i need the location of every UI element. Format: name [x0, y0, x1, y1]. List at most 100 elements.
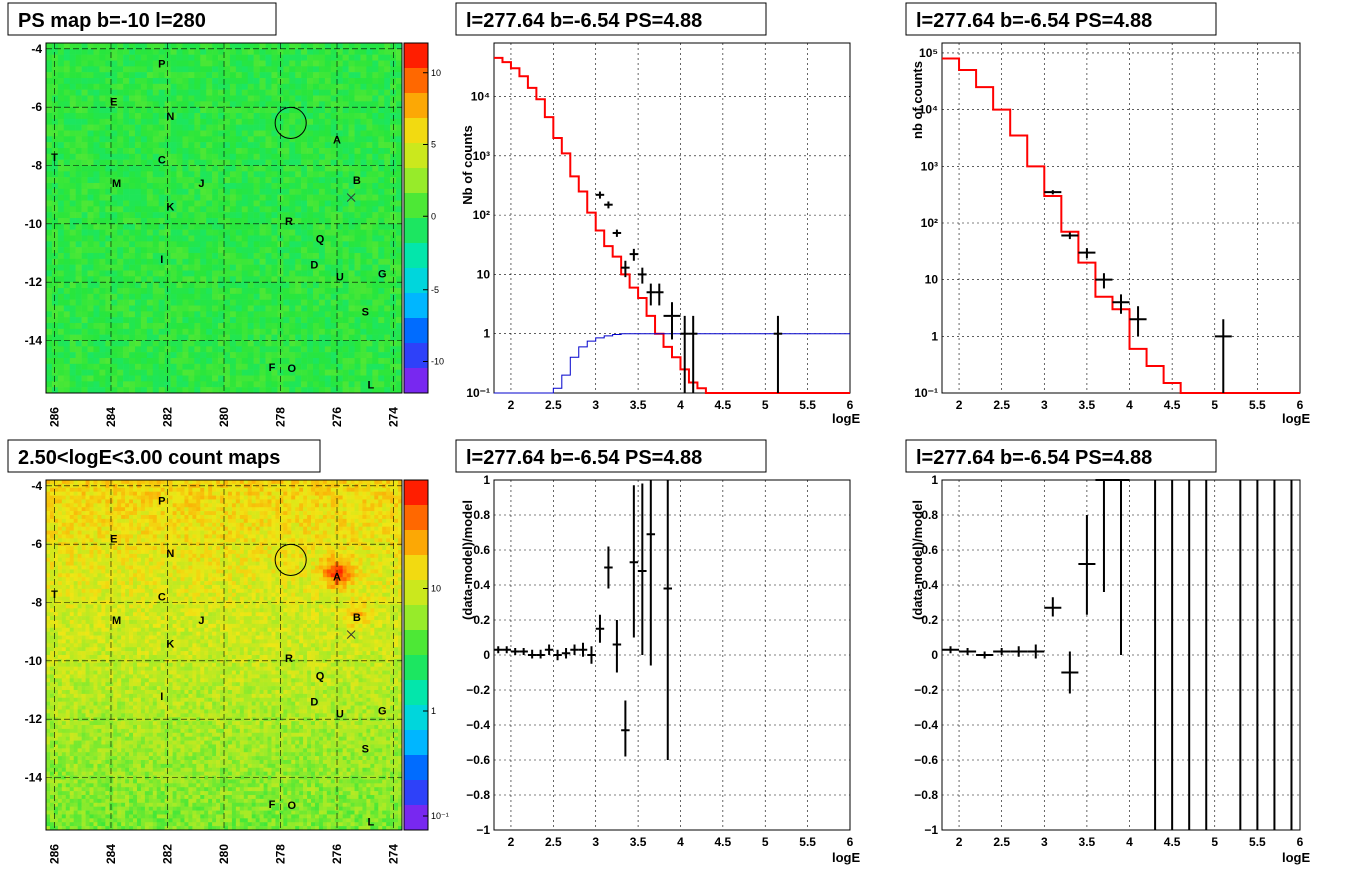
map_ps-pixel	[63, 43, 71, 50]
map_ps-pixel	[235, 258, 243, 265]
map_ps-pixel	[247, 142, 254, 149]
map_counts-pixel	[279, 499, 284, 504]
map_ps-pixel	[212, 328, 219, 335]
map_ps-pixel	[46, 387, 53, 394]
map_ps-pixel	[235, 241, 243, 248]
map_ps-pixel	[354, 352, 361, 359]
map_ps-pixel	[87, 235, 94, 242]
map_ps-pixel	[307, 253, 314, 260]
map_counts-pixel	[220, 515, 225, 520]
map_ps-pixel	[224, 369, 231, 376]
map_ps-pixel	[188, 89, 195, 96]
map_ps-pixel	[318, 148, 326, 155]
map_ps-pixel	[111, 113, 118, 120]
map_ps-pixel	[200, 136, 207, 143]
map_ps-pixel	[75, 369, 82, 376]
map_counts-pixel	[267, 483, 272, 489]
map_ps-pixel	[384, 83, 391, 90]
map_ps-pixel	[360, 165, 367, 172]
map_ps-pixel	[384, 142, 391, 149]
map_ps-pixel	[140, 363, 148, 370]
map_ps-pixel	[348, 381, 355, 388]
map_ps-pixel	[301, 258, 308, 265]
map_ps-pixel	[301, 276, 308, 283]
map_ps-pixel	[253, 206, 260, 213]
map_ps-pixel	[123, 66, 130, 73]
map_ps-pixel	[51, 194, 59, 201]
map_counts-pixel	[350, 530, 355, 535]
map_counts-pixel	[184, 480, 189, 485]
map_ps-pixel	[200, 334, 207, 341]
map_counts-pixel	[224, 480, 229, 485]
map_ps-pixel	[289, 387, 296, 394]
map_counts-pixel	[208, 491, 213, 496]
map_counts-pixel	[394, 518, 399, 524]
map_ps-pixel	[69, 270, 76, 277]
map_ps-pixel	[176, 142, 183, 149]
map_counts-pixel	[303, 511, 308, 516]
map_ps-pixel	[218, 171, 225, 178]
map_ps-pixel	[170, 247, 177, 254]
map_ps-pixel	[372, 270, 379, 277]
map_counts-pixel	[366, 499, 371, 504]
map_ps-pixel	[271, 165, 278, 172]
map_ps-pixel	[63, 113, 71, 120]
map_ps-pixel	[224, 113, 231, 120]
map_ps-pixel	[93, 369, 100, 376]
map_ps-pixel	[135, 148, 142, 155]
map_ps-pixel	[170, 206, 177, 213]
map_ps-pixel	[259, 276, 266, 283]
map_counts-pixel	[255, 507, 260, 512]
map_ps-pixel	[259, 177, 266, 184]
map_ps-pixel	[51, 177, 59, 184]
map_ps-pixel	[69, 153, 76, 160]
map_ps-pixel	[396, 258, 403, 265]
map_counts-pixel	[354, 530, 359, 535]
map_counts-pixel	[239, 499, 245, 504]
map_counts-pixel	[386, 487, 391, 492]
map_ps-pixel	[372, 288, 379, 295]
map_counts-pixel	[239, 530, 245, 535]
map_counts-pixel	[378, 491, 383, 496]
map_counts-pixel	[311, 495, 316, 500]
map_ps-pixel	[289, 375, 296, 382]
map_ps-pixel	[170, 293, 177, 300]
map_ps-pixel	[117, 264, 124, 271]
map_counts-pixel	[46, 487, 51, 492]
map_ps-pixel	[384, 387, 391, 394]
map_ps-pixel	[265, 369, 272, 376]
map_ps-pixel	[51, 148, 59, 155]
map_ps-pixel	[271, 60, 278, 67]
map_ps-pixel	[93, 305, 100, 312]
map_ps-pixel	[194, 113, 201, 120]
map_counts-pixel	[251, 530, 256, 535]
map_ps-pixel	[146, 43, 154, 50]
map_ps-pixel	[129, 48, 136, 55]
map_ps-pixel	[212, 381, 219, 388]
map_ps-pixel	[81, 363, 88, 370]
map_ps-pixel	[87, 66, 94, 73]
map_counts-pixel	[346, 518, 351, 524]
map_counts-pixel	[85, 511, 90, 516]
map_counts-pixel	[334, 522, 340, 527]
map_ps-pixel	[129, 206, 136, 213]
map_ps-pixel	[99, 130, 106, 137]
map_ps-pixel	[93, 253, 100, 260]
map_ps-pixel	[117, 66, 124, 73]
map_ps-pixel	[313, 387, 320, 394]
residual-2-ylabel: (data-model)/model	[910, 500, 925, 620]
map_ps-pixel	[324, 107, 332, 114]
map_ps-pixel	[224, 107, 231, 114]
map_ps-pixel	[93, 276, 100, 283]
map_ps-pixel	[229, 328, 237, 335]
map_ps-pixel	[224, 387, 231, 394]
map_ps-pixel	[218, 188, 225, 195]
map_ps-pixel	[307, 142, 314, 149]
map_counts-pixel	[366, 480, 371, 485]
map_ps-pixel	[396, 340, 403, 347]
map_ps-pixel	[105, 48, 112, 55]
map_ps-pixel	[51, 311, 59, 318]
map_ps-pixel	[330, 89, 338, 96]
map_ps-pixel	[188, 288, 195, 295]
map_ps-pixel	[182, 358, 189, 365]
